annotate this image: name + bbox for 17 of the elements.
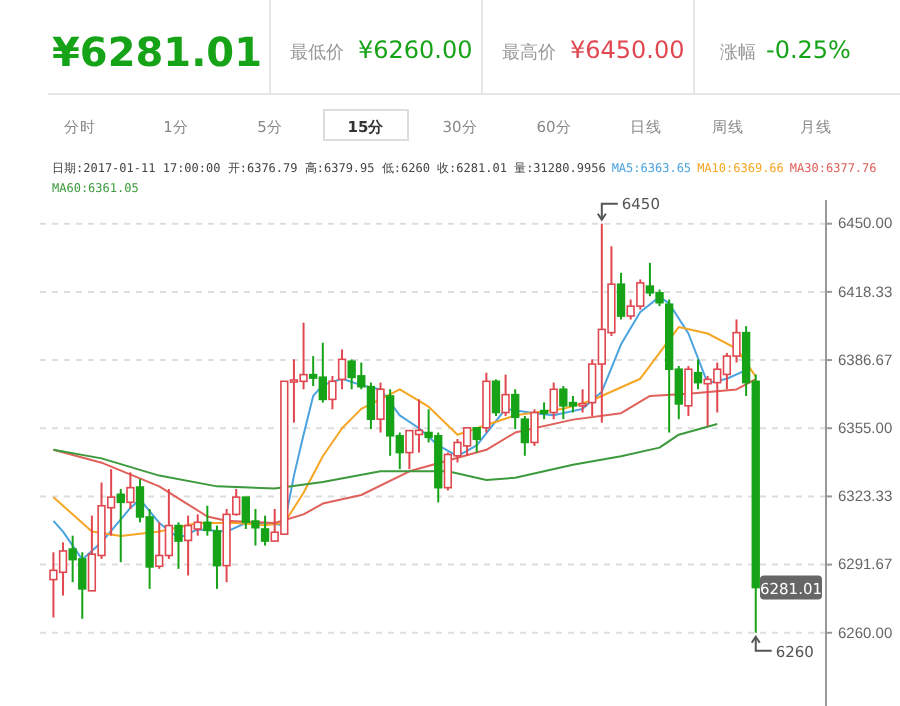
line-series bbox=[52, 422, 719, 490]
candlestick bbox=[337, 348, 347, 391]
text: ¥6450.00 bbox=[570, 36, 685, 64]
candlestick bbox=[578, 388, 587, 414]
text: 最高价 bbox=[502, 42, 556, 64]
text: 最低价 bbox=[290, 42, 344, 64]
text: -0.25% bbox=[766, 36, 851, 64]
candlestick bbox=[174, 521, 183, 570]
candlestick bbox=[472, 427, 481, 454]
candlestick bbox=[116, 487, 125, 564]
chart-title: ¥6281.01 bbox=[52, 28, 263, 76]
candlestick bbox=[693, 358, 703, 391]
candlestick bbox=[126, 471, 135, 510]
candlestick bbox=[511, 388, 520, 431]
text: ¥6260.00 bbox=[358, 36, 473, 64]
line-series bbox=[52, 326, 757, 537]
text: 涨幅 bbox=[720, 42, 756, 64]
